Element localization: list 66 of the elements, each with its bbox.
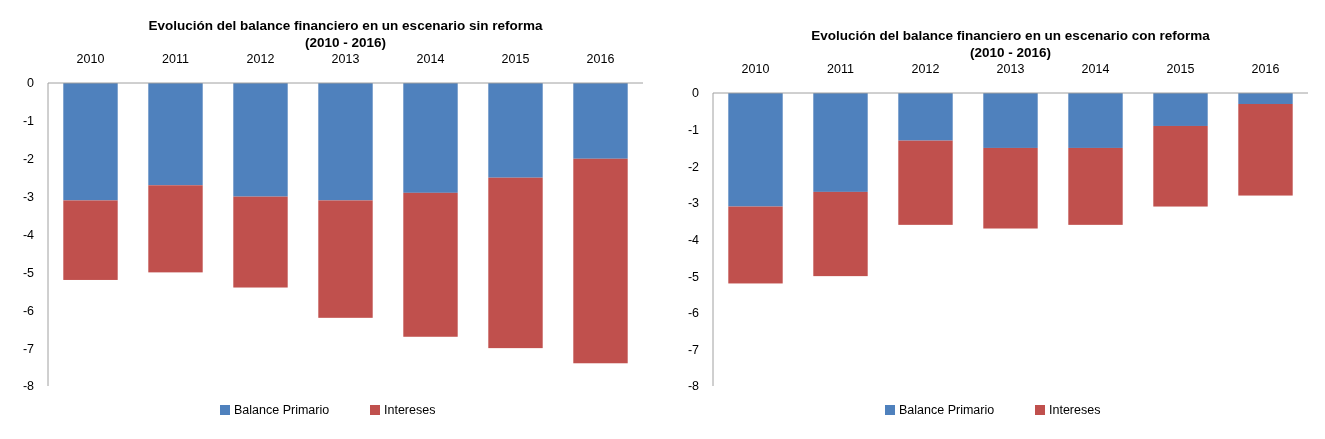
legend-label: Intereses — [384, 403, 436, 417]
y-tick-label: -5 — [22, 265, 35, 280]
bar — [1153, 125, 1208, 207]
y-tick-label: -3 — [22, 190, 35, 204]
bar — [898, 93, 953, 141]
legend-label: Intereses — [1049, 403, 1101, 417]
bar — [983, 93, 1038, 148]
x-tick-label: 2011 — [162, 52, 189, 66]
bar — [63, 83, 118, 201]
bar — [403, 192, 458, 337]
x-tick-label: 2013 — [996, 62, 1025, 76]
bar — [63, 200, 118, 280]
bar — [148, 185, 203, 273]
y-tick-label: -2 — [687, 159, 700, 174]
y-tick-label: -6 — [22, 303, 35, 318]
x-tick-label: 2015 — [501, 52, 530, 66]
bar — [983, 147, 1038, 229]
bar — [1068, 93, 1123, 148]
x-tick-label: 2014 — [416, 52, 445, 66]
legend-label: Balance Primario — [234, 403, 330, 417]
chart-title: Evolución del balance financiero en un escenario con reforma (2010 - 2016) — [811, 28, 1211, 60]
bar — [573, 83, 628, 159]
y-tick-label: -5 — [687, 269, 700, 284]
bar — [728, 206, 783, 284]
y-tick-label: -1 — [22, 114, 35, 129]
y-tick-label: -4 — [687, 232, 700, 247]
y-tick-label: -8 — [22, 379, 35, 394]
bar — [488, 177, 543, 349]
y-tick-label: -8 — [687, 379, 700, 394]
bar — [573, 158, 628, 364]
x-tick-label: 2011 — [827, 62, 854, 76]
bar — [1238, 93, 1293, 104]
bar — [813, 191, 868, 277]
x-tick-label: 2016 — [1251, 62, 1280, 76]
x-tick-label: 2012 — [246, 52, 275, 66]
y-tick-label: -6 — [687, 306, 700, 321]
x-tick-label: 2012 — [911, 62, 940, 76]
y-tick-label: -2 — [22, 152, 35, 167]
x-tick-label: 2010 — [76, 52, 105, 66]
bar — [1153, 93, 1208, 126]
bar — [403, 83, 458, 193]
y-tick-label: -7 — [687, 342, 700, 357]
bar — [318, 200, 373, 318]
bar — [233, 196, 288, 288]
bar — [1238, 103, 1293, 196]
bar — [488, 83, 543, 178]
bar — [813, 93, 868, 192]
x-tick-label: 2010 — [741, 62, 770, 76]
bar — [148, 83, 203, 186]
y-tick-label: 0 — [27, 76, 35, 91]
x-tick-label: 2014 — [1081, 62, 1110, 76]
bar — [898, 140, 953, 225]
x-tick-label: 2015 — [1166, 62, 1195, 76]
bar — [233, 83, 288, 197]
bar — [728, 93, 783, 207]
y-tick-label: 0 — [692, 86, 700, 101]
y-tick-label: -1 — [687, 123, 700, 137]
bar — [318, 83, 373, 201]
y-tick-label: -3 — [687, 196, 700, 211]
x-tick-label: 2013 — [331, 52, 360, 66]
legend-label: Balance Primario — [899, 403, 995, 417]
y-tick-label: -4 — [22, 227, 35, 242]
y-tick-label: -7 — [22, 341, 35, 356]
bar — [1068, 147, 1123, 225]
x-tick-label: 2016 — [586, 52, 615, 66]
chart-title: Evolución del balance financiero en un escenario sin reforma (2010 - 2016) — [148, 18, 543, 50]
